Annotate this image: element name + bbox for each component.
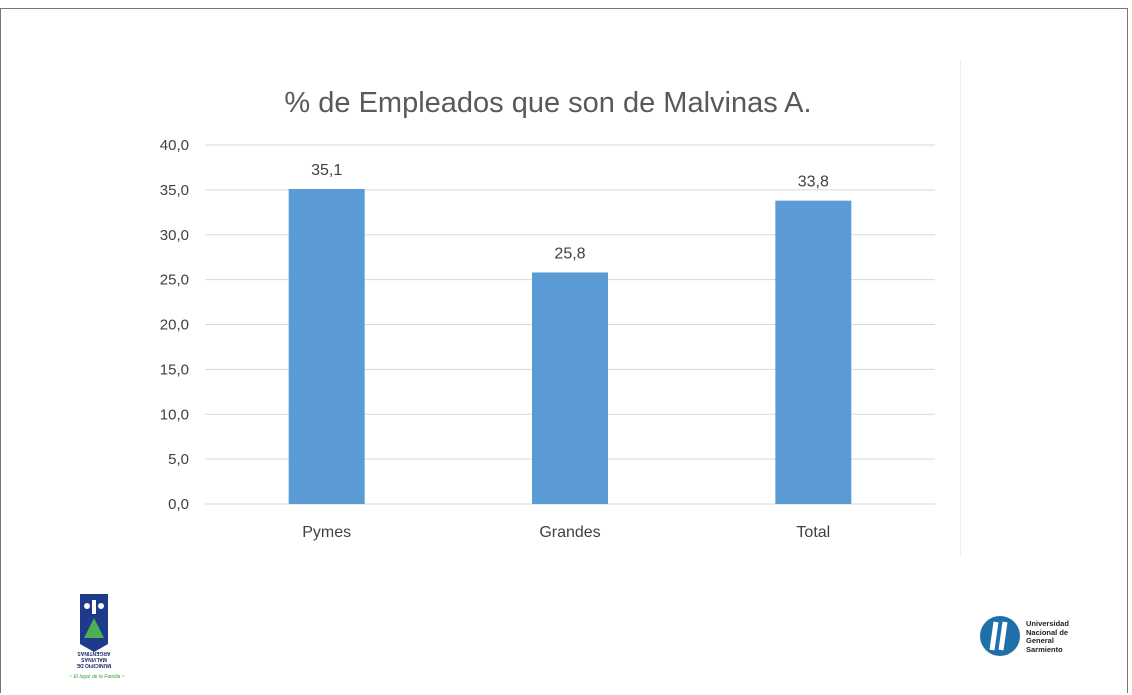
bars (288, 188, 852, 505)
category-label-total: Total (796, 524, 830, 541)
bar-grandes (532, 272, 608, 504)
chart-title: % de Empleados que son de Malvinas A. (284, 87, 811, 119)
data-labels: 35,1 25,8 33,8 (311, 162, 829, 262)
municipio-logo-motto: ~ El lugar de la Familia ~ (69, 674, 125, 680)
category-label-grandes: Grandes (539, 524, 600, 541)
y-tick-label: 25,0 (160, 272, 189, 289)
ungs-logo-label: Universidad Nacional de General Sarmient… (1026, 619, 1069, 654)
y-tick-label: 20,0 (160, 317, 189, 334)
y-tick-label: 15,0 (160, 361, 189, 378)
y-tick-label: 35,0 (160, 182, 189, 199)
y-axis-ticks: 0,0 5,0 10,0 15,0 20,0 25,0 30,0 35,0 40,0 (160, 137, 189, 513)
y-tick-label: 10,0 (160, 406, 189, 423)
category-label-pymes: Pymes (302, 524, 351, 541)
y-tick-label: 5,0 (168, 451, 189, 468)
y-tick-label: 0,0 (168, 496, 189, 513)
data-label-grandes: 25,8 (554, 245, 585, 262)
y-tick-label: 30,0 (160, 227, 189, 244)
municipio-logo-label: MUNICIPIO DE MALVINAS ARGENTINAS (76, 650, 112, 668)
bar-total (775, 200, 852, 504)
municipio-emblem-icon (80, 594, 108, 652)
municipio-logo: MUNICIPIO DE MALVINAS ARGENTINAS ~ El lu… (46, 586, 142, 686)
data-label-pymes: 35,1 (311, 162, 342, 179)
y-tick-label: 40,0 (160, 137, 189, 154)
chart-panel-edge (960, 60, 961, 555)
ungs-emblem-icon (980, 616, 1020, 656)
data-label-total: 33,8 (798, 174, 829, 191)
ungs-logo: Universidad Nacional de General Sarmient… (978, 614, 1088, 664)
bar-pymes (288, 188, 365, 505)
x-axis-categories: Pymes Grandes Total (302, 524, 830, 541)
